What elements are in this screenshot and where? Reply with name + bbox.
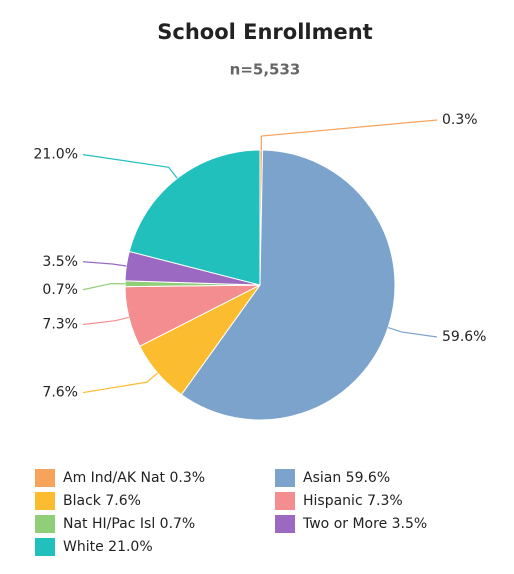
legend-swatch	[35, 492, 55, 510]
legend-label: White 21.0%	[63, 539, 153, 555]
chart-title: School Enrollment	[157, 20, 372, 44]
connector	[82, 261, 127, 267]
legend-label: Black 7.6%	[63, 493, 141, 509]
legend-name: Am Ind/AK Nat	[63, 470, 166, 486]
legend-swatch	[35, 515, 55, 533]
legend-name: Asian	[303, 470, 341, 486]
legend-item: White 21.0%	[35, 538, 153, 556]
legend-swatch	[275, 515, 295, 533]
legend-name: Black	[63, 493, 102, 509]
legend-swatch	[275, 469, 295, 487]
legend-item: Two or More 3.5%	[275, 515, 427, 533]
legend-name: Nat HI/Pac Isl	[63, 516, 155, 532]
legend-label: Hispanic 7.3%	[303, 493, 403, 509]
legend-swatch	[275, 492, 295, 510]
connector	[260, 119, 438, 151]
legend-item: Asian 59.6%	[275, 469, 390, 487]
legend-value: 0.7%	[160, 516, 196, 532]
legend-label: Nat HI/Pac Isl 0.7%	[63, 516, 195, 532]
legend-value: 21.0%	[108, 539, 152, 555]
data-label: 21.0%	[34, 147, 78, 163]
legend-item: Hispanic 7.3%	[275, 492, 403, 510]
connector	[82, 316, 130, 326]
legend-label: Am Ind/AK Nat 0.3%	[63, 470, 205, 486]
data-label: 0.7%	[42, 282, 78, 298]
legend-swatch	[35, 469, 55, 487]
chart-subtitle: n=5,533	[230, 61, 301, 79]
data-label: 7.6%	[42, 385, 78, 401]
legend-value: 0.3%	[169, 470, 205, 486]
pie-slice	[180, 149, 396, 421]
connector	[387, 326, 438, 338]
legend-value: 3.5%	[392, 516, 428, 532]
legend-item: Am Ind/AK Nat 0.3%	[35, 469, 205, 487]
data-label: 59.6%	[442, 329, 486, 345]
legend-name: White	[63, 539, 104, 555]
legend-name: Hispanic	[303, 493, 363, 509]
legend-value: 7.6%	[105, 493, 141, 509]
data-label: 7.3%	[42, 317, 78, 333]
legend-label: Two or More 3.5%	[302, 516, 427, 532]
pie-slice	[128, 149, 261, 286]
legend-item: Nat HI/Pac Isl 0.7%	[35, 515, 195, 533]
data-label: 3.5%	[42, 254, 78, 270]
data-label: 0.3%	[442, 112, 478, 128]
legend-label: Asian 59.6%	[303, 470, 390, 486]
connector	[82, 372, 159, 394]
legend-item: Black 7.6%	[35, 492, 141, 510]
legend-value: 7.3%	[367, 493, 403, 509]
legend-name: Two or More	[302, 516, 387, 532]
legend-value: 59.6%	[346, 470, 390, 486]
legend-swatch	[35, 538, 55, 556]
connector	[82, 154, 178, 179]
connector	[82, 282, 126, 291]
